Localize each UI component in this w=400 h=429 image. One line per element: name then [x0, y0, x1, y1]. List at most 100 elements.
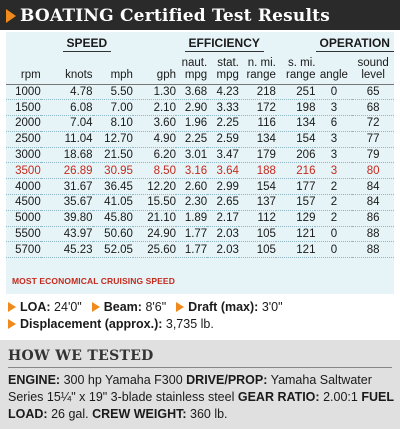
table-cell: 3.47	[207, 147, 239, 164]
table-cell: 86	[352, 210, 394, 227]
table-cell: 177	[275, 178, 316, 196]
table-cell: 50.60	[92, 226, 133, 243]
boat-specs: LOA: 24'0" Beam: 8'6" Draft (max): 3'0" Di…	[8, 300, 392, 334]
table-cell: 5500	[6, 226, 41, 243]
table-cell: 35.67	[40, 194, 93, 211]
table-cell: 1.30	[132, 84, 176, 101]
table-cell: 2500	[6, 131, 41, 148]
table-cell: 2.99	[207, 178, 239, 196]
table-cell: 52.05	[92, 241, 133, 259]
table-cell: 25.60	[132, 241, 176, 259]
spec-line-displacement: Displacement (approx.): 3,735 lb.	[8, 317, 392, 334]
table-cell: 5000	[6, 210, 41, 227]
table-cell: 3	[315, 131, 353, 148]
table-cell: 8.10	[92, 115, 133, 132]
table-cell: 84	[352, 178, 394, 196]
table-cell: 2.59	[207, 131, 239, 148]
group-header-row: SPEED EFFICIENCY OPERATION	[6, 32, 394, 52]
table-cell: 105	[238, 241, 276, 259]
table-cell: 4.23	[207, 84, 239, 101]
col-stat-mpg: stat. mpg	[207, 52, 239, 85]
loa-value: 24'0"	[54, 300, 82, 314]
draft-value: 3'0"	[261, 300, 283, 314]
table-cell: 8.50	[132, 162, 176, 180]
table-row: 5700 45.23 52.05 25.60 1.77 2.03 105 121 0 88	[6, 241, 394, 259]
col-smi-range: s. mi. range	[275, 52, 316, 85]
spec-line-dimensions: LOA: 24'0" Beam: 8'6" Draft (max): 3'0"	[8, 300, 392, 317]
how-we-tested-title: HOW WE TESTED	[8, 348, 154, 364]
table-cell: 80	[352, 162, 394, 180]
engine-value: 300 hp Yamaha F300	[63, 373, 183, 387]
how-we-tested-text: ENGINE: 300 hp Yamaha F300 DRIVE/PROP: Y…	[8, 372, 394, 423]
table-cell: 129	[275, 210, 316, 227]
table-cell: 2.10	[132, 99, 176, 117]
table-cell: 105	[238, 226, 276, 243]
table-cell: 154	[275, 131, 316, 148]
table-cell: 137	[238, 194, 276, 211]
table-cell: 121	[275, 241, 316, 259]
table-row-highlighted: 3500 26.89 30.95 8.50 3.16 3.64 188 216 3 80	[6, 162, 394, 180]
table-cell: 3	[315, 162, 353, 180]
table-row: 4500 35.67 41.05 15.50 2.30 2.65 137 157 2 84	[6, 194, 394, 211]
table-cell: 2.03	[207, 226, 239, 243]
fuel-label: FUEL LOAD:	[8, 390, 394, 421]
col-rpm: rpm	[6, 52, 41, 85]
table-cell: 3.64	[207, 162, 239, 180]
brand-name: BOATING	[20, 6, 114, 26]
table-cell: 79	[352, 147, 394, 164]
table-cell: 72	[352, 115, 394, 132]
table-cell: 11.04	[40, 131, 93, 148]
table-cell: 2	[315, 194, 353, 211]
table-cell: 88	[352, 241, 394, 259]
table-cell: 2.25	[207, 115, 239, 132]
table-cell: 2.25	[175, 131, 208, 148]
table-cell: 206	[275, 147, 316, 164]
col-knots: knots	[40, 52, 93, 85]
table-cell: 2.60	[175, 178, 208, 196]
table-cell: 5.50	[92, 84, 133, 101]
table-cell: 4500	[6, 194, 41, 211]
table-cell: 1.96	[175, 115, 208, 132]
table-cell: 3.33	[207, 99, 239, 117]
divider	[8, 367, 392, 368]
engine-label: ENGINE:	[8, 373, 61, 387]
table-cell: 41.05	[92, 194, 133, 211]
col-gph: gph	[132, 52, 176, 85]
table-row: 3000 18.68 21.50 6.20 3.01 3.47 179 206 3 79	[6, 147, 394, 164]
table-cell: 188	[238, 162, 276, 180]
beam-value: 8'6"	[145, 300, 167, 314]
crew-value: 360 lb.	[190, 407, 228, 421]
table-cell: 39.80	[40, 210, 93, 227]
table-cell: 134	[275, 115, 316, 132]
table-cell: 15.50	[132, 194, 176, 211]
table-cell: 2.03	[207, 241, 239, 259]
table-cell: 6.20	[132, 147, 176, 164]
how-we-tested-section: HOW WE TESTED ENGINE: 300 hp Yamaha F300…	[0, 340, 400, 429]
table-cell: 218	[238, 84, 276, 101]
column-header-row: rpm knots mph gph naut. mpg stat. mpg n. m…	[6, 52, 394, 85]
table-cell: 3.01	[175, 147, 208, 164]
triangle-arrow-icon	[8, 319, 16, 329]
table-cell: 251	[275, 84, 316, 101]
gear-value: 2.00:1	[323, 390, 358, 404]
table-cell: 2	[315, 210, 353, 227]
group-speed: SPEED	[41, 32, 133, 52]
table-cell: 88	[352, 226, 394, 243]
table-cell: 21.50	[92, 147, 133, 164]
table-cell: 3500	[6, 162, 41, 180]
table-body: 1000 4.78 5.50 1.30 3.68 4.23 218 251 0 65 1500 6.…	[6, 84, 394, 259]
table-cell: 7.00	[92, 99, 133, 117]
results-table-panel: SPEED EFFICIENCY OPERATION rpm knots mph…	[6, 32, 394, 294]
triangle-arrow-icon	[6, 9, 16, 23]
table-cell: 2000	[6, 115, 41, 132]
col-angle: angle	[315, 52, 353, 85]
table-cell: 0	[315, 226, 353, 243]
table-cell: 45.80	[92, 210, 133, 227]
table-cell: 5700	[6, 241, 41, 259]
table-cell: 12.70	[92, 131, 133, 148]
table-cell: 157	[275, 194, 316, 211]
results-table: SPEED EFFICIENCY OPERATION rpm knots mph…	[6, 32, 394, 259]
table-cell: 45.23	[40, 241, 93, 259]
table-cell: 4.90	[132, 131, 176, 148]
drive-value: Yamaha Saltwater Series 15¼" x 19" 3-bla…	[8, 373, 372, 404]
